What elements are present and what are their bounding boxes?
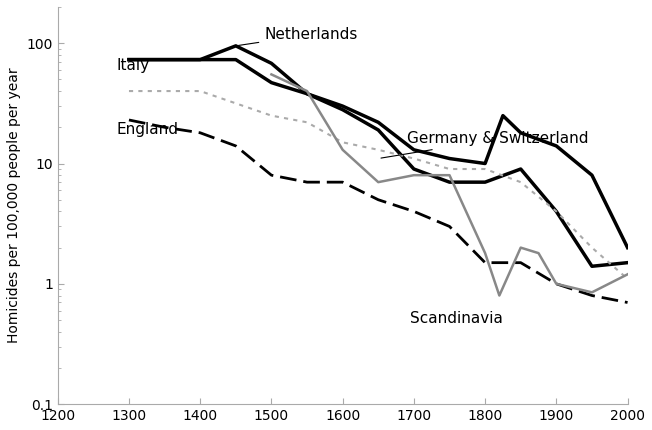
Text: Italy: Italy: [116, 58, 149, 73]
Text: Netherlands: Netherlands: [239, 27, 358, 46]
Y-axis label: Homicides per 100,000 people per year: Homicides per 100,000 people per year: [7, 68, 21, 344]
Text: England: England: [116, 123, 178, 138]
Text: Scandinavia: Scandinavia: [410, 310, 503, 326]
Text: Germany & Switzerland: Germany & Switzerland: [381, 132, 588, 158]
